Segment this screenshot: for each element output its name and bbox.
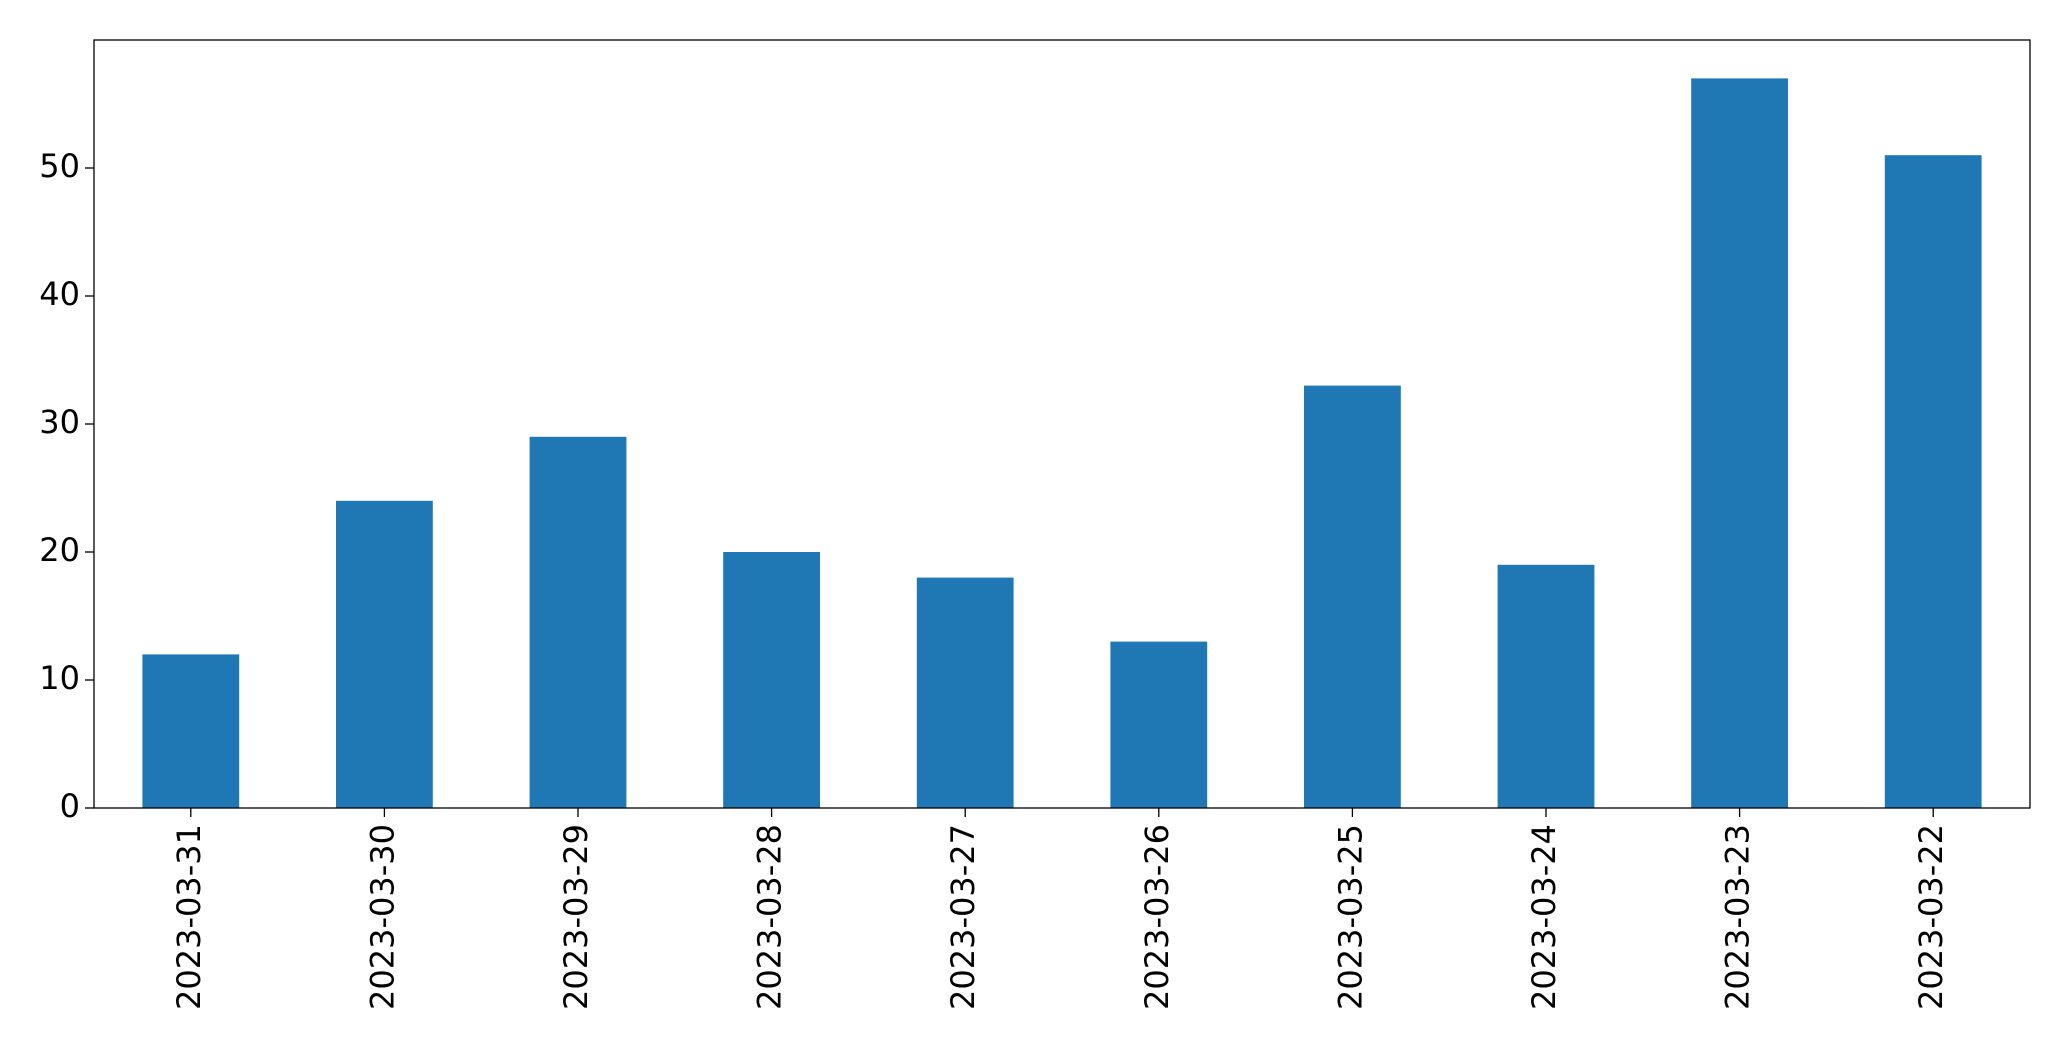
- x-tick-label: 2023-03-27: [944, 824, 982, 1010]
- y-tick-label: 30: [39, 403, 80, 441]
- bar: [142, 654, 240, 808]
- x-tick-label: 2023-03-23: [1719, 824, 1757, 1010]
- y-tick-label: 10: [39, 659, 80, 697]
- bar: [1884, 155, 1982, 808]
- bar: [1691, 78, 1788, 808]
- x-tick-label: 2023-03-24: [1525, 824, 1563, 1010]
- x-tick-label: 2023-03-29: [557, 824, 595, 1010]
- y-tick-label: 20: [39, 531, 80, 569]
- x-tick-label: 2023-03-25: [1331, 824, 1369, 1010]
- x-tick-label: 2023-03-28: [751, 824, 789, 1010]
- bar: [1497, 564, 1595, 808]
- bar: [723, 552, 820, 808]
- y-tick-label: 50: [39, 147, 80, 185]
- bar: [1110, 641, 1208, 808]
- y-tick-label: 0: [60, 787, 80, 825]
- y-tick-label: 40: [39, 275, 80, 313]
- x-tick-label: 2023-03-30: [363, 824, 401, 1010]
- bar: [916, 577, 1014, 808]
- x-tick-label: 2023-03-26: [1138, 824, 1176, 1010]
- plot-frame: [93, 39, 2031, 809]
- bar: [529, 436, 627, 808]
- x-tick-label: 2023-03-22: [1912, 824, 1950, 1010]
- x-tick-label: 2023-03-31: [170, 824, 208, 1010]
- bar: [336, 500, 433, 808]
- bar: [1304, 385, 1401, 808]
